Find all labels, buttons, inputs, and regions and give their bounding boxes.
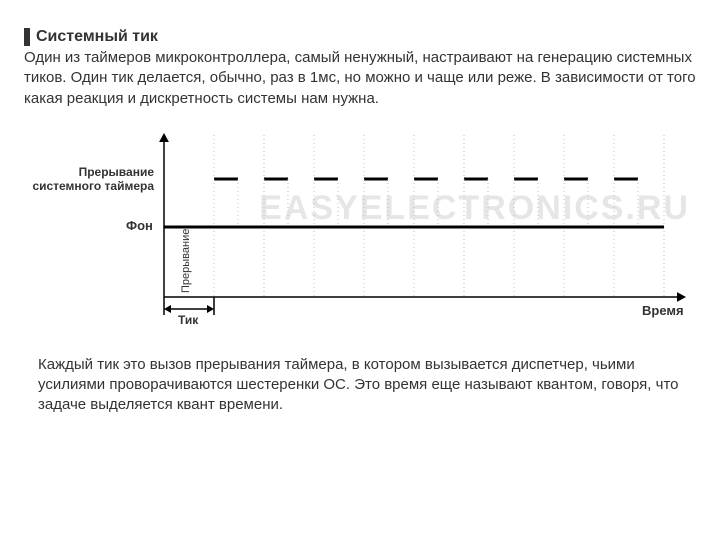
timing-diagram: EASYELECTRONICS.RU Прерываниесистемного … xyxy=(24,127,696,337)
diagram-svg xyxy=(24,127,696,337)
background-axis-label: Фон xyxy=(126,218,153,233)
vertical-axis-label: Прерывание xyxy=(180,228,192,292)
heading-marker xyxy=(24,28,30,46)
heading-text: Системный тик xyxy=(36,28,158,46)
section-heading: Системный тик xyxy=(24,28,696,46)
interrupt-axis-label: Прерываниесистемного таймера xyxy=(24,165,154,194)
time-axis-label: Время xyxy=(642,303,684,318)
outro-paragraph: Каждый тик это вызов прерывания таймера,… xyxy=(24,355,696,416)
tick-bracket-label: Тик xyxy=(178,313,198,327)
intro-paragraph: Один из таймеров микроконтроллера, самый… xyxy=(24,48,696,109)
